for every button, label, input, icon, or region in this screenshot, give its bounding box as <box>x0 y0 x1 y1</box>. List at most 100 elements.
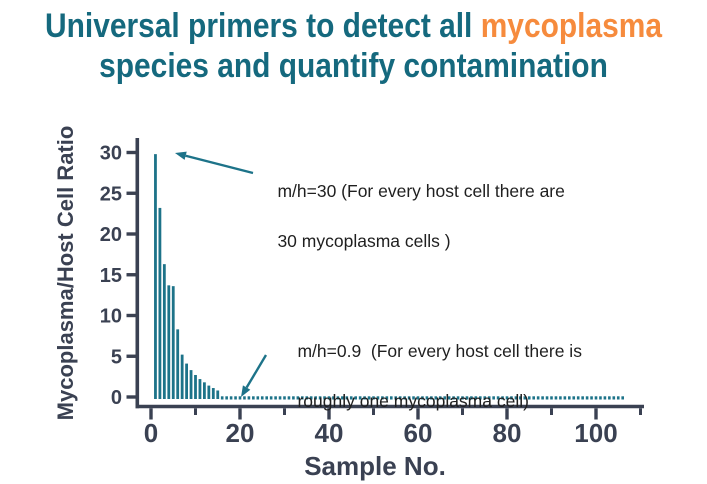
y-tick-label: 15 <box>100 265 122 287</box>
dotted-tail-mark <box>274 396 277 400</box>
x-tick-label: 100 <box>574 418 617 448</box>
dotted-tail-mark <box>532 396 535 400</box>
slide-title: Universal primers to detect all mycoplas… <box>42 6 664 86</box>
bar-sample-13 <box>207 385 211 399</box>
dotted-tail-mark <box>550 396 553 400</box>
dotted-tail-mark <box>594 396 598 400</box>
dotted-tail-mark <box>616 396 620 400</box>
dotted-tail-mark <box>296 396 300 400</box>
dotted-tail-mark <box>323 396 326 400</box>
dotted-tail-mark <box>278 396 282 400</box>
dotted-tail-mark <box>318 396 322 400</box>
dotted-tail-mark <box>336 396 340 400</box>
dotted-tail-mark <box>412 396 415 400</box>
dotted-tail-mark <box>447 396 451 400</box>
dotted-tail-mark <box>367 396 371 400</box>
dotted-tail-mark <box>496 396 500 400</box>
arrow-mh30-line <box>185 154 254 175</box>
dotted-tail-mark <box>234 396 237 400</box>
dotted-tail-mark <box>585 396 589 400</box>
annotation-mh09-line1: m/h=0.9 (For every host cell there is <box>297 341 582 361</box>
y-tick-label: 25 <box>100 183 122 205</box>
y-tick-label: 0 <box>111 387 122 409</box>
dotted-tail-mark <box>474 396 478 400</box>
dotted-tail-mark <box>305 396 309 400</box>
x-tick-label: 80 <box>493 418 522 448</box>
bar-sample-7 <box>180 354 184 399</box>
dotted-tail-mark <box>332 396 335 400</box>
bar-sample-10 <box>194 374 197 399</box>
dotted-tail-mark <box>363 396 366 400</box>
dotted-tail-mark <box>519 396 522 400</box>
dotted-tail-mark <box>563 396 567 400</box>
bar-sample-3 <box>162 264 166 399</box>
dotted-tail-mark <box>487 396 491 400</box>
dotted-tail-mark <box>238 396 242 400</box>
bar-sample-11 <box>198 379 202 399</box>
bar-sample-5 <box>171 286 175 399</box>
dotted-tail-mark <box>354 396 357 400</box>
dotted-tail-mark <box>372 396 375 400</box>
dotted-tail-mark <box>608 396 611 400</box>
dotted-tail-mark <box>385 396 389 400</box>
dotted-tail-mark <box>430 396 433 400</box>
arrow-mh09-head <box>241 385 251 397</box>
dotted-tail-mark <box>590 396 593 400</box>
dotted-tail-mark <box>283 396 286 400</box>
dotted-tail-mark <box>327 396 331 400</box>
dotted-tail-mark <box>465 396 469 400</box>
y-tick-label: 20 <box>100 224 122 246</box>
dotted-tail-mark <box>599 396 602 400</box>
y-tick-label: 5 <box>111 346 122 368</box>
dotted-tail-mark <box>256 396 260 400</box>
dotted-tail-mark <box>416 396 420 400</box>
dotted-tail-mark <box>438 396 442 400</box>
annotation-mh09: m/h=0.9 (For every host cell there is ro… <box>278 314 658 439</box>
dotted-tail-mark <box>572 396 576 400</box>
dotted-tail-mark <box>443 396 446 400</box>
dotted-tail-mark <box>541 396 544 400</box>
dotted-tail-mark <box>621 396 624 400</box>
dotted-tail-mark <box>425 396 429 400</box>
arrow-mh09-line <box>245 354 268 389</box>
dotted-tail-mark <box>269 396 273 400</box>
dotted-tail-mark <box>461 396 464 400</box>
x-axis-title: Sample No. <box>304 451 446 481</box>
dotted-tail-mark <box>452 396 455 400</box>
dotted-tail-mark <box>229 396 233 400</box>
bar-sample-14 <box>211 388 215 399</box>
bar-sample-4 <box>167 285 171 399</box>
dotted-tail-mark <box>403 396 406 400</box>
annotation-mh30-line2: 30 mycoplasma cells ) <box>277 231 451 251</box>
dotted-tail-mark <box>287 396 291 400</box>
dotted-tail-mark <box>603 396 607 400</box>
title-line1-prefix: Universal primers to detect all <box>45 7 473 45</box>
dotted-tail-mark <box>345 396 349 400</box>
dotted-tail-mark <box>568 396 571 400</box>
dotted-tail-mark <box>514 396 518 400</box>
title-line2: species and quantify contamination <box>99 47 608 85</box>
y-tick-label: 30 <box>100 143 122 165</box>
dotted-tail-mark <box>390 396 393 400</box>
dotted-tail-mark <box>349 396 353 400</box>
dotted-tail-mark <box>358 396 362 400</box>
dotted-tail-mark <box>376 396 380 400</box>
y-tick-label: 10 <box>100 306 122 328</box>
annotation-mh30: m/h=30 (For every host cell there are 30… <box>258 154 618 279</box>
dotted-tail-mark <box>576 396 580 400</box>
dotted-tail-mark <box>581 396 584 400</box>
dotted-tail-mark <box>554 396 558 400</box>
dotted-tail-mark <box>434 396 438 400</box>
dotted-tail-mark <box>301 396 304 400</box>
dotted-tail-mark <box>252 396 255 400</box>
dotted-tail-mark <box>309 396 313 400</box>
dotted-tail-mark <box>407 396 411 400</box>
bar-sample-12 <box>203 382 206 399</box>
dotted-tail-mark <box>523 396 527 400</box>
dotted-tail-mark <box>243 396 246 400</box>
dotted-tail-mark <box>545 396 549 400</box>
dotted-tail-mark <box>247 396 251 400</box>
bar-sample-8 <box>185 363 188 399</box>
